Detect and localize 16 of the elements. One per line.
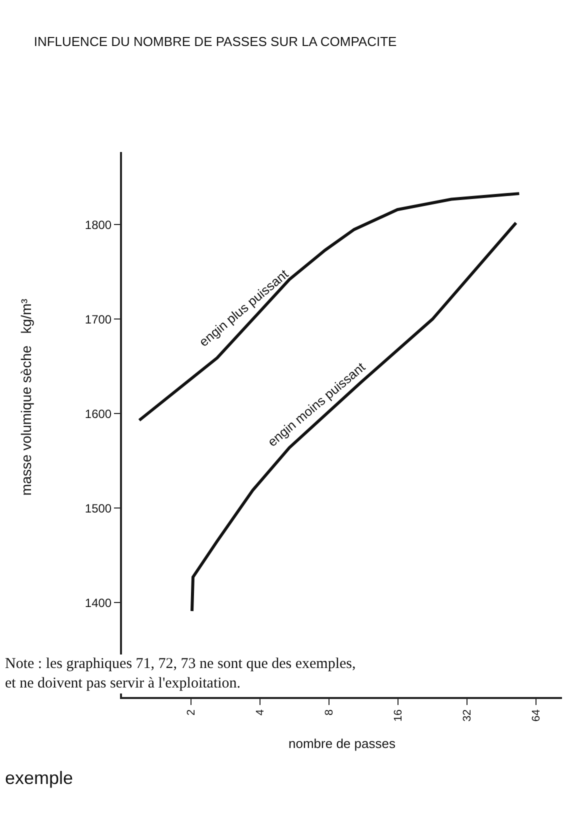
chart-title: INFLUENCE DU NOMBRE DE PASSES SUR LA COMPACITE	[34, 34, 398, 49]
x-tick-label: 2	[186, 709, 198, 716]
y-tick-label: 1600	[84, 406, 112, 421]
annotation: Note : les graphiques 71, 72, 73 ne sont que des exemples, et ne doivent pas servir à l'exploitation.	[5, 656, 356, 692]
x-tick-label: 32	[462, 709, 474, 722]
x-tick-label: 8	[324, 709, 336, 716]
x-tick-label: 64	[530, 709, 543, 722]
y-tick-label: 1700	[84, 312, 112, 326]
x-tick-label: 16	[392, 709, 405, 722]
y-axis-title: masse volumique sèche kg/m³	[18, 298, 34, 496]
text: exemple	[5, 768, 74, 788]
x-tick-label: 4	[254, 709, 267, 716]
y-tick-label: 1800	[84, 218, 112, 232]
x-axis-title: nombre de passes	[288, 736, 396, 751]
y-tick-label: 1400	[84, 596, 112, 610]
y-tick-label: 1500	[84, 501, 112, 516]
